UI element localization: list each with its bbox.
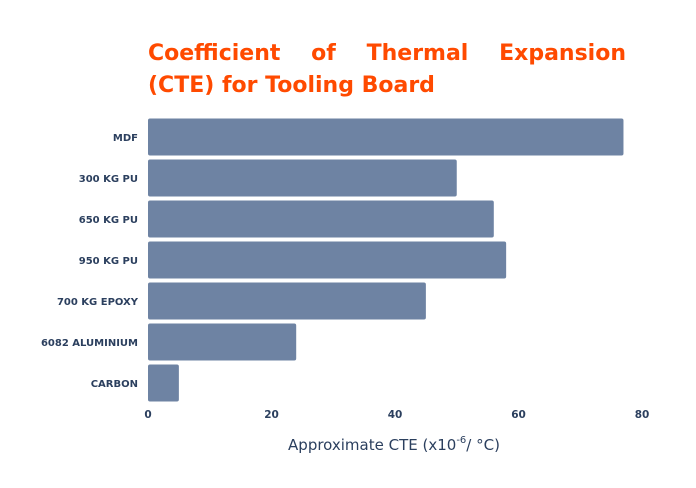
bar-650-kg-pu — [148, 200, 494, 238]
category-label: 650 KG PU — [79, 215, 138, 226]
x-tick-label: 0 — [144, 409, 151, 421]
x-axis-title-prefix: Approximate CTE (x10 — [288, 436, 456, 454]
x-axis-title: Approximate CTE (x10-6/ °C) — [288, 435, 500, 454]
category-labels: MDF 300 KG PU 650 KG PU 950 KG PU 700 KG EPO… — [41, 133, 139, 390]
bar-700-kg-epoxy — [148, 282, 426, 320]
bar-950-kg-pu — [148, 241, 507, 279]
category-label: 950 KG PU — [79, 256, 138, 267]
category-label: 6082 ALUMINIUM — [41, 338, 138, 349]
bar-6082-aluminium — [148, 323, 297, 361]
x-axis-ticks: 0 20 40 60 80 — [144, 409, 649, 421]
bars-group — [148, 118, 624, 402]
category-label: MDF — [113, 133, 138, 144]
category-label: CARBON — [91, 379, 138, 390]
x-tick-label: 20 — [264, 409, 279, 421]
x-tick-label: 60 — [511, 409, 526, 421]
category-label: 700 KG EPOXY — [57, 297, 139, 308]
x-axis-title-superscript: -6 — [456, 435, 466, 446]
x-tick-label: 40 — [388, 409, 403, 421]
bar-300-kg-pu — [148, 159, 457, 197]
x-tick-label: 80 — [635, 409, 650, 421]
chart-title: Coefficient of Thermal Expansion (CTE) f… — [148, 41, 626, 98]
bar-mdf — [148, 118, 624, 156]
category-label: 300 KG PU — [79, 174, 138, 185]
x-axis-title-suffix: / °C) — [466, 436, 500, 454]
bar-carbon — [148, 364, 179, 402]
